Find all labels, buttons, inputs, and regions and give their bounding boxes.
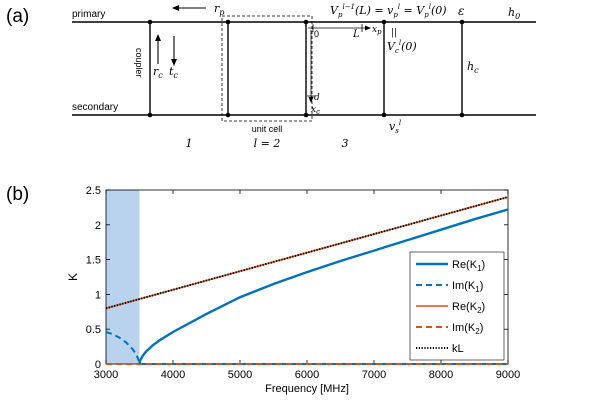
unit-cell-box [221,15,313,122]
coupler-label: coupler [134,48,144,78]
rc-label: rc [153,65,163,80]
xc-mark: xc [311,105,320,116]
x-tick-label-1: 4000 [161,369,185,381]
d-mark: d [314,93,320,103]
panel-a: (a) primary secondary unit cell rp coupl… [6,2,536,150]
x-axis-label: Frequency [MHz] [265,383,349,395]
epsilon-mark: ε [458,4,464,18]
xp-axis-head [365,25,371,31]
rp-arrow-head [172,5,179,11]
x-tick-label-5: 8000 [429,369,453,381]
y-tick-label-4: 2 [95,220,101,232]
cell-number-3: 3 [342,137,349,150]
cell-number-1: 1 [186,137,193,150]
x-tick-label-0: 3000 [94,369,118,381]
y-tick-label-2: 1 [95,289,101,301]
y-axis-label: K [66,273,80,281]
L-mark: L [352,29,360,40]
vs-mark: vsl [389,119,401,135]
eq-top: Vpl−1(L) = vpl = Vpl(0) [330,3,447,19]
x-tick-label-4: 7000 [362,369,386,381]
xp-mark: xp [372,25,382,36]
xc-axis-head [308,97,314,103]
panel-b: (b) 3000 4000 5000 6000 7000 8000 9000 0 0.5 1 1.5… [6,184,520,395]
series-line-0 [138,208,509,365]
y-tick-label-1: 0.5 [86,324,101,336]
cell-l-eq: l = 2 [254,137,281,150]
legend-label-2: Re(K2) [452,301,485,315]
chart: 3000 4000 5000 6000 7000 8000 9000 0 0.5 1 1.5 2 2.5… [66,185,520,395]
rp-label: rp [214,2,224,17]
x-tick-label-2: 5000 [228,369,252,381]
hc-mark: hc [467,60,479,75]
primary-label: primary [72,9,105,20]
eq-vc: Vcl(0) [387,39,417,55]
x-tick-label-6: 9000 [496,369,520,381]
x-tick-label-3: 6000 [295,369,319,381]
y-tick-label-3: 1.5 [86,255,101,267]
tc-label: tc [169,65,178,80]
legend-label-4: kL [452,343,464,355]
eq-parallel: || [391,28,397,38]
series-line-1 [105,331,508,365]
tc-arrow-head [171,59,177,66]
y-tick-label-5: 2.5 [86,185,101,197]
legend-label-0: Re(K1) [452,259,485,273]
panel-b-label: (b) [6,184,29,205]
unit-cell-label: unit cell [252,124,283,134]
series-line-4 [105,196,509,310]
rc-arrow-head [155,34,161,41]
junction-dots [147,19,465,118]
y-tick-label-0: 0 [95,359,101,371]
shaded-region [106,190,140,364]
secondary-label: secondary [72,102,118,113]
h0-mark: h0 [508,6,520,21]
panel-a-label: (a) [6,6,29,27]
zero-mark: 0 [314,29,319,39]
